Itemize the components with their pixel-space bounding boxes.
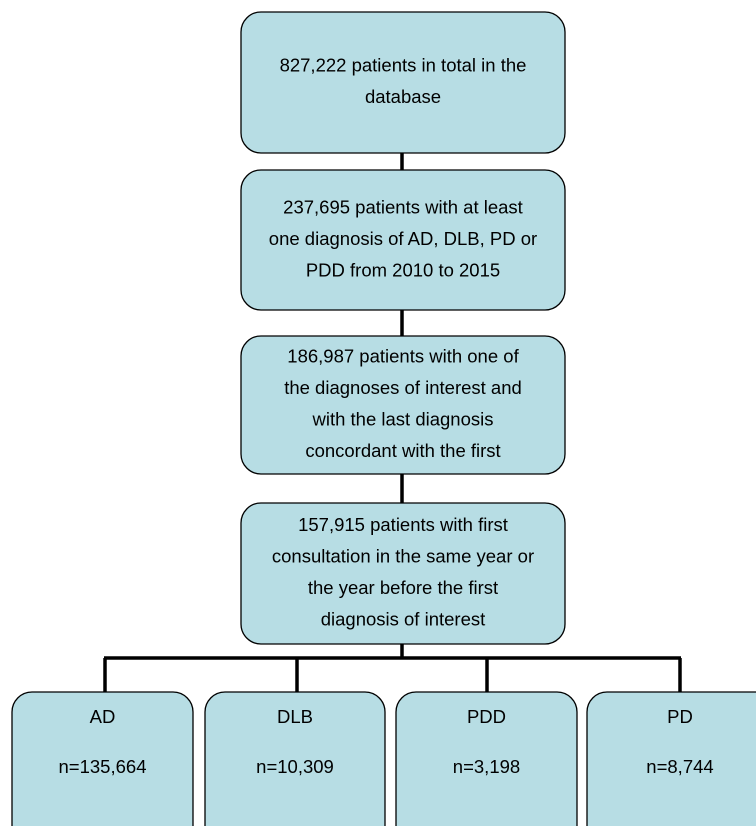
box-text: 827,222 patients in total in the xyxy=(280,55,527,76)
process-box xyxy=(240,169,566,311)
box-text: diagnosis of interest xyxy=(321,609,486,630)
group-box xyxy=(11,691,194,826)
box-text: the diagnoses of interest and xyxy=(284,377,522,398)
group-label: AD xyxy=(90,706,116,727)
group-box xyxy=(395,691,578,826)
group-label: DLB xyxy=(277,706,313,727)
box-text: 186,987 patients with one of xyxy=(287,346,519,367)
group-count: n=135,664 xyxy=(59,756,147,777)
group-count: n=3,198 xyxy=(453,756,520,777)
box-text: one diagnosis of AD, DLB, PD or xyxy=(269,228,537,249)
process-box xyxy=(240,335,566,475)
box-text: the year before the first xyxy=(308,577,498,598)
group-count: n=8,744 xyxy=(646,756,713,777)
box-text: concordant with the first xyxy=(305,440,500,461)
box-text: with the last diagnosis xyxy=(312,409,494,430)
group-label: PD xyxy=(667,706,693,727)
group-label: PDD xyxy=(467,706,506,727)
process-box xyxy=(240,502,566,645)
box-text: consultation in the same year or xyxy=(272,546,534,567)
box-text: 237,695 patients with at least xyxy=(283,196,523,217)
box-text: PDD from 2010 to 2015 xyxy=(306,259,500,280)
connectors xyxy=(103,153,682,692)
group-box xyxy=(204,691,386,826)
group-box xyxy=(586,691,756,826)
box-text: 157,915 patients with first xyxy=(298,514,508,535)
group-count: n=10,309 xyxy=(256,756,334,777)
process-box xyxy=(240,11,566,154)
box-text: database xyxy=(365,86,441,107)
